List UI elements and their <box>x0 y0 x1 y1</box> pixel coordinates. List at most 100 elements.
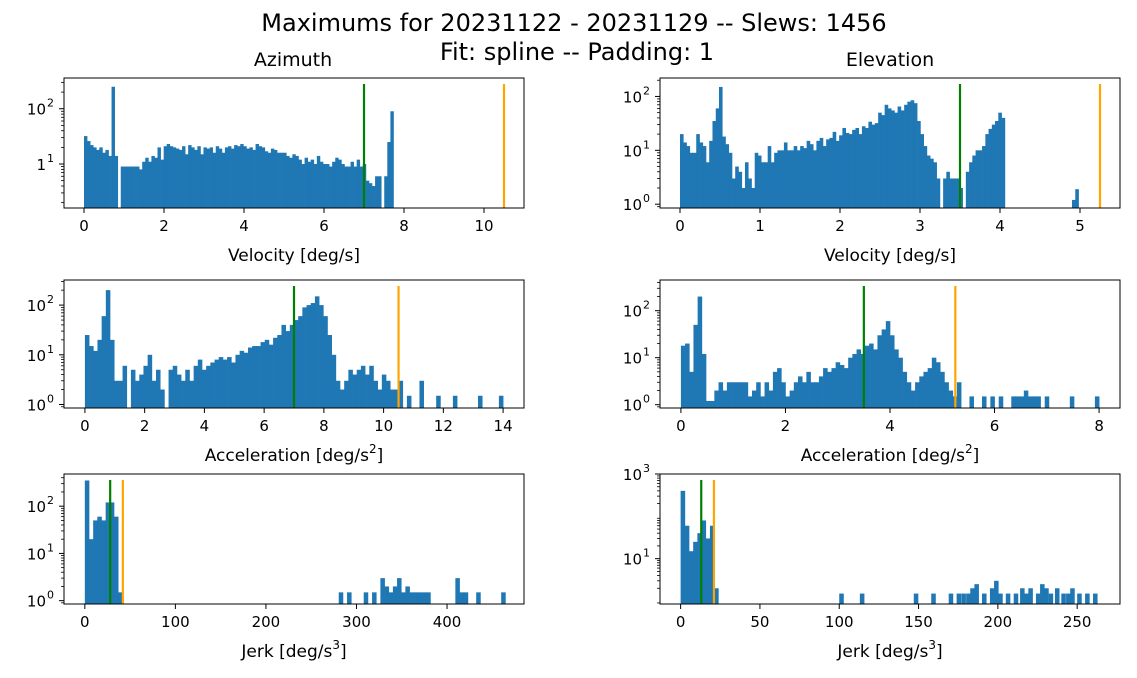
histogram-bar <box>873 349 878 408</box>
histogram-bar <box>813 150 817 208</box>
histogram-bar <box>426 592 431 604</box>
histogram-bar <box>168 369 174 408</box>
histogram-bar <box>714 390 719 408</box>
histogram-bar <box>289 324 295 408</box>
histogram-bar <box>209 147 214 208</box>
histogram-bar <box>118 592 123 604</box>
histogram-bar <box>235 354 240 408</box>
histogram-bar <box>832 131 837 208</box>
histogram-bar <box>709 140 713 208</box>
histogram-bar <box>800 146 804 208</box>
histogram-bar <box>887 108 892 208</box>
histogram-bar <box>348 369 353 408</box>
histogram-bar <box>948 593 954 604</box>
y-tick-exponent: 1 <box>47 343 54 356</box>
histogram-bar <box>988 128 993 208</box>
histogram-bar <box>910 100 915 208</box>
histogram-bar <box>956 593 962 604</box>
histogram-bar <box>1040 584 1045 604</box>
histogram-bar <box>380 578 385 604</box>
histogram-bar <box>692 152 697 208</box>
histogram-bar <box>1015 396 1020 408</box>
histogram-bar <box>248 347 253 408</box>
x-tick-label: 2 <box>140 417 150 435</box>
histogram-bar <box>147 354 153 408</box>
histogram-bar <box>329 166 333 208</box>
histogram-bar <box>185 154 189 208</box>
histogram-bar <box>689 551 694 604</box>
histogram-bar <box>156 369 161 408</box>
histogram-bar <box>796 150 801 208</box>
histogram-bar <box>422 592 427 604</box>
x-tick-label: 14 <box>494 417 513 435</box>
histogram-bar <box>774 152 778 208</box>
histogram-bar <box>904 104 908 208</box>
histogram-bar <box>956 382 962 408</box>
histogram-bar <box>218 357 224 408</box>
histogram-bar <box>214 359 220 408</box>
histogram-bar <box>360 365 366 408</box>
histogram-bar <box>1061 593 1066 604</box>
histogram-bar <box>212 152 217 208</box>
y-tick-exponent: 1 <box>643 346 650 359</box>
histogram-bar <box>352 374 358 408</box>
histogram-bar <box>919 376 924 408</box>
histogram-bar <box>372 186 376 208</box>
histogram-bar <box>172 147 177 208</box>
histogram-bar <box>405 586 410 604</box>
histogram-bar <box>143 365 148 408</box>
histogram-bar <box>994 580 999 604</box>
histogram-bar <box>881 115 885 208</box>
histogram-bar <box>252 149 256 208</box>
histogram-bar <box>839 364 845 408</box>
histogram-bar <box>419 380 424 408</box>
y-tick-exponent: 1 <box>47 541 54 554</box>
azimuth-column-title: Azimuth <box>254 49 332 71</box>
histogram-bar <box>417 592 423 604</box>
histogram-bar <box>1093 593 1098 604</box>
histogram-bar <box>87 141 91 208</box>
histogram-bar <box>915 382 920 408</box>
y-tick-exponent: 2 <box>643 84 650 97</box>
histogram-bar <box>478 395 483 408</box>
histogram-bar <box>176 374 182 408</box>
x-axis-label-base: Acceleration [deg/s <box>801 446 965 466</box>
histogram-bar <box>264 339 270 408</box>
histogram-bar <box>982 593 987 604</box>
histogram-bar <box>222 359 228 408</box>
histogram-bar <box>871 124 876 208</box>
histogram-bar <box>96 149 100 208</box>
histogram-bar <box>923 146 928 208</box>
histogram-bar <box>809 144 814 208</box>
histogram-bar <box>822 146 827 208</box>
histogram-bar <box>93 520 98 604</box>
axes-frame <box>63 473 525 605</box>
histogram-bar <box>906 382 912 408</box>
histogram-bar <box>169 146 174 208</box>
histogram-bar <box>344 380 349 408</box>
histogram-bar <box>697 296 703 408</box>
histogram-bar <box>844 368 849 408</box>
histogram-bar <box>268 344 274 408</box>
histogram-bar <box>298 316 303 408</box>
histogram-bar <box>221 152 226 208</box>
histogram-bar <box>842 127 846 208</box>
x-axis-label-tail: ] <box>949 246 956 266</box>
histogram-bar <box>816 140 820 208</box>
x-tick-label: 50 <box>750 613 769 631</box>
histogram-bar <box>289 157 293 208</box>
histogram-bar <box>498 395 504 408</box>
histogram-bar <box>151 155 155 208</box>
histogram-bar <box>243 352 249 408</box>
histogram-bar <box>897 106 902 208</box>
histogram-bar <box>102 152 106 208</box>
histogram-bar <box>307 161 312 208</box>
y-tick-label: 10 <box>623 142 642 160</box>
x-tick-label: 200 <box>252 613 281 631</box>
y-tick-exponent: 1 <box>643 138 650 151</box>
x-tick-label: 100 <box>161 613 190 631</box>
histogram-bar <box>316 155 321 208</box>
histogram-bar <box>725 144 730 208</box>
